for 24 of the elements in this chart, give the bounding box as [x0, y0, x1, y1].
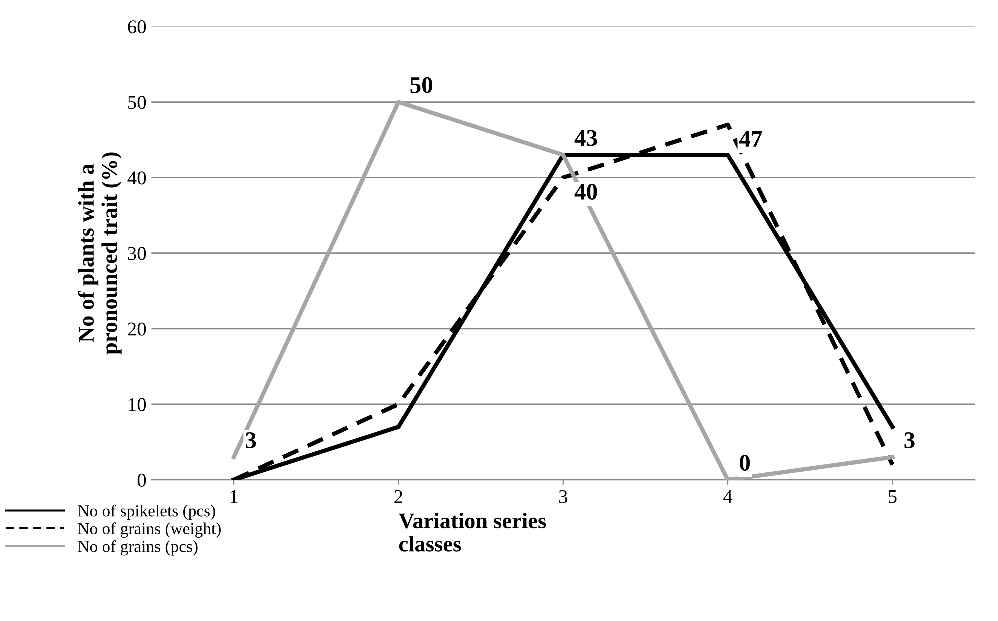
y-tick-label: 10: [129, 398, 146, 412]
x-tick-label: 3: [559, 490, 568, 504]
data-label: 47: [739, 131, 762, 147]
data-label: 43: [574, 130, 598, 146]
data-label: 40: [574, 184, 598, 200]
y-tick-label: 60: [128, 20, 146, 34]
x-tick-label: 2: [394, 490, 402, 504]
data-label: 3: [904, 432, 915, 448]
legend-label: No of grains (weight): [78, 522, 221, 538]
data-label: 3: [246, 432, 256, 448]
x-tick-label: 1: [230, 490, 238, 504]
y-tick-label: 30: [128, 247, 146, 260]
data-label: 50: [410, 77, 433, 94]
y-tick-label: 0: [138, 474, 146, 487]
x-tick-label: 4: [724, 490, 733, 504]
y-tick-label: 50: [128, 96, 146, 110]
y-axis-title: No of plants with a pronounced trait (%): [78, 152, 122, 355]
legend-label: No of grains (pcs): [78, 540, 198, 556]
x-axis-title: Variation series classes: [398, 512, 546, 552]
legend-label: No of spikelets (pcs): [78, 504, 216, 520]
y-tick-label: 40: [128, 172, 146, 185]
x-tick-label: 5: [888, 490, 897, 504]
y-tick-label: 20: [128, 322, 146, 336]
data-label: 0: [740, 455, 750, 472]
